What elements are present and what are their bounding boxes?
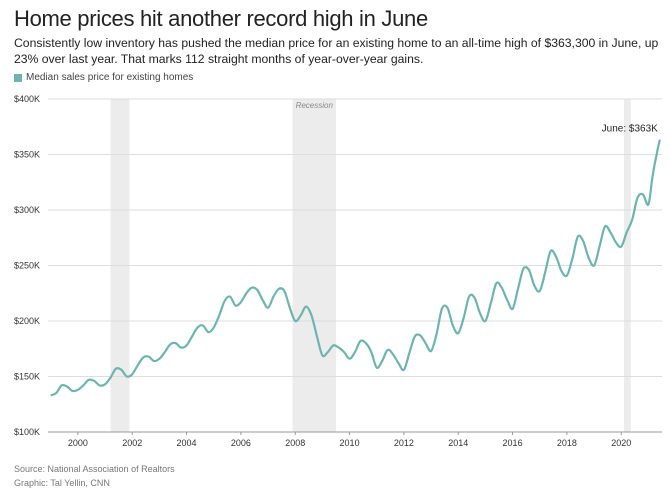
legend-label: Median sales price for existing homes	[26, 72, 194, 83]
x-tick-label: 2012	[394, 438, 414, 448]
x-tick-label: 2020	[611, 438, 631, 448]
x-tick-label: 2014	[448, 438, 468, 448]
annotation-label: June: $363K	[602, 124, 658, 135]
y-tick-label: $350K	[14, 150, 40, 160]
x-tick-label: 2018	[557, 438, 577, 448]
x-tick-label: 2006	[231, 438, 251, 448]
y-tick-label: $100K	[14, 427, 40, 437]
x-tick-label: 2008	[285, 438, 305, 448]
legend-swatch	[14, 73, 22, 82]
x-tick-label: 2002	[122, 438, 142, 448]
y-tick-label: $400K	[14, 94, 40, 104]
y-tick-label: $300K	[14, 205, 40, 215]
footer: Source: National Association of Realtors…	[14, 462, 175, 490]
x-tick-label: 2000	[68, 438, 88, 448]
chart-subtitle: Consistently low inventory has pushed th…	[14, 36, 659, 66]
x-tick-label: 2010	[340, 438, 360, 448]
y-tick-label: $200K	[14, 316, 40, 326]
x-tick-label: 2016	[503, 438, 523, 448]
x-tick-label: 2004	[177, 438, 197, 448]
graphic-credit: Graphic: Tal Yellin, CNN	[14, 478, 110, 488]
source-note: Source: National Association of Realtors	[14, 464, 175, 474]
recession-label: Recession	[296, 101, 334, 110]
chart-title: Home prices hit another record high in J…	[14, 6, 428, 31]
legend: Median sales price for existing homes	[14, 72, 193, 83]
y-tick-label: $150K	[14, 372, 40, 382]
line-chart: Recession $100K $150K $200K $250K $300K $350K $…	[14, 94, 662, 448]
y-tick-label: $250K	[14, 261, 40, 271]
series-line	[50, 139, 661, 397]
